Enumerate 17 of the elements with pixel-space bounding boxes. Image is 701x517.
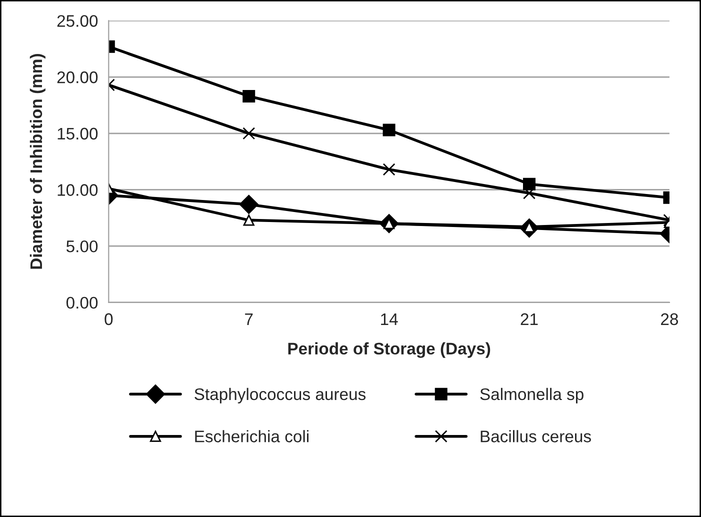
y-axis-title: Diameter of Inhibition (mm) <box>30 54 46 269</box>
legend-label: Escherichia coli <box>195 430 308 442</box>
y-tick-label: 10.00 <box>58 184 98 196</box>
x-tick-label: 14 <box>381 313 398 325</box>
x-axis-title: Periode of Storage (Days) <box>288 342 490 358</box>
y-tick-label: 15.00 <box>58 128 98 140</box>
legend-label: Staphylococcus aureus <box>194 388 366 404</box>
legend-label: Salmonella sp <box>480 388 584 404</box>
y-tick-label: 20.00 <box>57 71 98 84</box>
legend-label: Bacillus cereus <box>480 430 591 442</box>
x-tick-label: 0 <box>104 313 113 326</box>
x-tick-label: 21 <box>520 313 538 325</box>
x-tick-label: 7 <box>245 313 253 325</box>
y-tick-label: 0.00 <box>66 296 98 309</box>
x-tick-label: 28 <box>661 313 678 326</box>
y-tick-label: 25.00 <box>57 15 98 27</box>
y-tick-label: 5.00 <box>66 240 98 252</box>
